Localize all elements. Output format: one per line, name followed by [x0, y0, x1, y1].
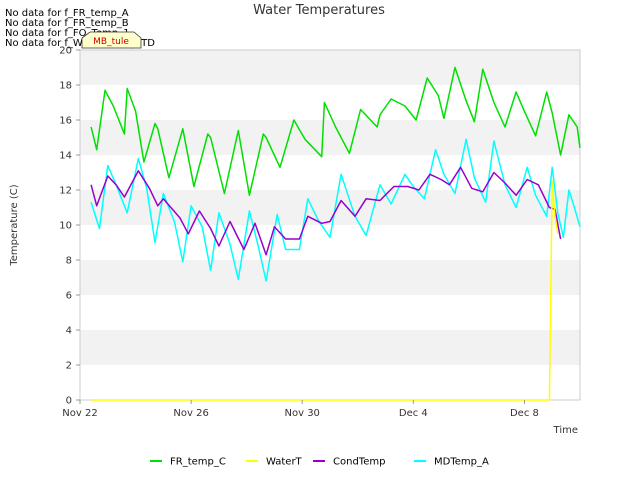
grid-band — [80, 365, 580, 400]
legend-label: FR_temp_C — [170, 457, 226, 468]
x-tick-label: Dec 4 — [399, 408, 428, 419]
no-data-message-3: No data for f_FO_Temp_1 — [5, 28, 130, 39]
y-tick-label: 2 — [66, 361, 72, 372]
y-axis-title: Temperature (C) — [9, 184, 20, 266]
y-tick-label: 20 — [59, 46, 72, 57]
x-tick-label: Nov 30 — [285, 408, 320, 419]
legend-label: CondTemp — [333, 457, 385, 468]
y-tick-label: 16 — [59, 116, 72, 127]
y-tick-label: 10 — [59, 221, 72, 232]
no-data-message-1: No data for f_FR_temp_A — [5, 8, 129, 19]
no-data-message-4: No data for f_WaterTemp_CTD — [5, 38, 155, 49]
x-axis-title: Time — [553, 425, 578, 436]
badge-label: MB_tule — [93, 37, 129, 47]
series-line-watert — [91, 180, 559, 401]
grid-band — [80, 155, 580, 190]
y-tick-label: 18 — [59, 81, 72, 92]
grid-band — [80, 225, 580, 260]
x-tick-label: Nov 22 — [62, 408, 97, 419]
x-tick-label: Dec 8 — [510, 408, 539, 419]
y-tick-label: 12 — [59, 186, 72, 197]
grid-band — [80, 190, 580, 225]
grid-band — [80, 50, 580, 85]
no-data-message-2: No data for f_FR_temp_B — [5, 18, 129, 29]
series-line-condtemp — [90, 166, 562, 256]
grid-band — [80, 260, 580, 295]
grid-band — [80, 330, 580, 365]
legend-label: WaterT — [266, 457, 303, 468]
y-tick-label: 14 — [59, 151, 72, 162]
x-tick-label: Nov 26 — [173, 408, 208, 419]
legend: FR_temp_C WaterT CondTemp MDTemp_A — [150, 457, 489, 468]
series-line-fr-temp-c — [90, 66, 581, 197]
y-tick-label: 8 — [66, 256, 72, 267]
badge-shape — [81, 31, 142, 49]
chart-title: Water Temperatures — [253, 3, 385, 18]
y-tick-label: 6 — [66, 291, 72, 302]
y-tick-label: 4 — [66, 326, 72, 337]
station-badge: MB_tule — [81, 31, 142, 49]
grid-band — [80, 295, 580, 330]
legend-label: MDTemp_A — [434, 457, 489, 468]
y-tick-label: 0 — [66, 396, 72, 407]
